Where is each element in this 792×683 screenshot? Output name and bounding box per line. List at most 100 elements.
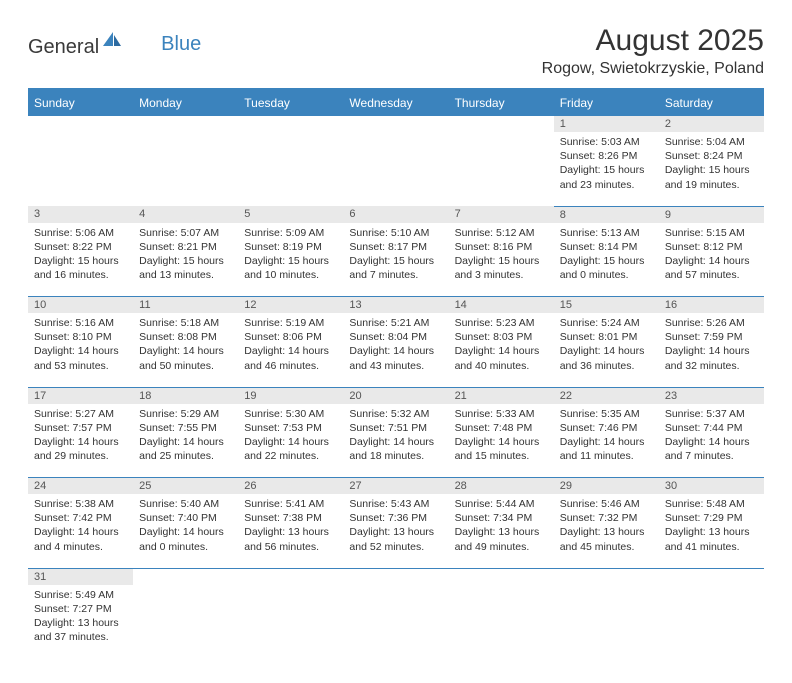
sunset-line: Sunset: 7:40 PM <box>139 511 232 525</box>
daynum-cell: 22 <box>554 387 659 404</box>
daynum-cell <box>28 116 133 132</box>
daynum-row: 17181920212223 <box>28 387 764 404</box>
daynum-cell <box>238 568 343 585</box>
location: Rogow, Swietokrzyskie, Poland <box>542 60 764 78</box>
empty-cell <box>554 585 659 659</box>
day-number: 29 <box>560 480 572 492</box>
day-number: 17 <box>34 390 46 402</box>
daynum-cell: 19 <box>238 387 343 404</box>
daynum-cell: 18 <box>133 387 238 404</box>
logo-text-blue: Blue <box>161 33 201 56</box>
daylight-line: Daylight: 14 hours and 32 minutes. <box>665 344 758 372</box>
week-row: Sunrise: 5:27 AMSunset: 7:57 PMDaylight:… <box>28 404 764 478</box>
daylight-line: Daylight: 14 hours and 7 minutes. <box>665 435 758 463</box>
daylight-line: Daylight: 14 hours and 4 minutes. <box>34 525 127 553</box>
sunrise-line: Sunrise: 5:33 AM <box>455 407 548 421</box>
day-cell: Sunrise: 5:29 AMSunset: 7:55 PMDaylight:… <box>133 404 238 478</box>
calendar-table: SundayMondayTuesdayWednesdayThursdayFrid… <box>28 88 764 659</box>
day-cell: Sunrise: 5:41 AMSunset: 7:38 PMDaylight:… <box>238 494 343 568</box>
daylight-line: Daylight: 14 hours and 0 minutes. <box>139 525 232 553</box>
daynum-cell: 10 <box>28 297 133 314</box>
daylight-line: Daylight: 14 hours and 29 minutes. <box>34 435 127 463</box>
day-number: 1 <box>560 118 566 130</box>
sunrise-line: Sunrise: 5:26 AM <box>665 316 758 330</box>
empty-cell <box>449 132 554 206</box>
daylight-line: Daylight: 14 hours and 53 minutes. <box>34 344 127 372</box>
day-cell: Sunrise: 5:18 AMSunset: 8:08 PMDaylight:… <box>133 313 238 387</box>
day-number: 23 <box>665 390 677 402</box>
sunset-line: Sunset: 8:19 PM <box>244 240 337 254</box>
daynum-row: 3456789 <box>28 206 764 223</box>
empty-cell <box>343 585 448 659</box>
daylight-line: Daylight: 13 hours and 49 minutes. <box>455 525 548 553</box>
daynum-cell <box>449 116 554 132</box>
sunset-line: Sunset: 7:53 PM <box>244 421 337 435</box>
daylight-line: Daylight: 14 hours and 46 minutes. <box>244 344 337 372</box>
daylight-line: Daylight: 15 hours and 23 minutes. <box>560 163 653 191</box>
sunrise-line: Sunrise: 5:37 AM <box>665 407 758 421</box>
day-cell: Sunrise: 5:06 AMSunset: 8:22 PMDaylight:… <box>28 223 133 297</box>
day-header: Saturday <box>659 89 764 116</box>
sunset-line: Sunset: 8:22 PM <box>34 240 127 254</box>
week-row: Sunrise: 5:06 AMSunset: 8:22 PMDaylight:… <box>28 223 764 297</box>
sunset-line: Sunset: 7:38 PM <box>244 511 337 525</box>
sunset-line: Sunset: 8:04 PM <box>349 330 442 344</box>
sunrise-line: Sunrise: 5:10 AM <box>349 226 442 240</box>
daynum-cell: 15 <box>554 297 659 314</box>
day-cell: Sunrise: 5:03 AMSunset: 8:26 PMDaylight:… <box>554 132 659 206</box>
day-header: Tuesday <box>238 89 343 116</box>
day-number: 9 <box>665 209 671 221</box>
daynum-cell: 7 <box>449 206 554 223</box>
day-number: 16 <box>665 299 677 311</box>
sunrise-line: Sunrise: 5:27 AM <box>34 407 127 421</box>
daynum-cell: 26 <box>238 478 343 495</box>
sunrise-line: Sunrise: 5:16 AM <box>34 316 127 330</box>
empty-cell <box>343 132 448 206</box>
sunrise-line: Sunrise: 5:07 AM <box>139 226 232 240</box>
day-number: 26 <box>244 480 256 492</box>
empty-cell <box>659 585 764 659</box>
day-cell: Sunrise: 5:19 AMSunset: 8:06 PMDaylight:… <box>238 313 343 387</box>
day-number: 6 <box>349 208 355 220</box>
daylight-line: Daylight: 13 hours and 41 minutes. <box>665 525 758 553</box>
sunrise-line: Sunrise: 5:18 AM <box>139 316 232 330</box>
sunrise-line: Sunrise: 5:40 AM <box>139 497 232 511</box>
day-cell: Sunrise: 5:43 AMSunset: 7:36 PMDaylight:… <box>343 494 448 568</box>
daynum-cell: 31 <box>28 568 133 585</box>
daylight-line: Daylight: 14 hours and 22 minutes. <box>244 435 337 463</box>
sunset-line: Sunset: 8:10 PM <box>34 330 127 344</box>
daynum-cell: 8 <box>554 206 659 223</box>
daylight-line: Daylight: 14 hours and 43 minutes. <box>349 344 442 372</box>
sunrise-line: Sunrise: 5:38 AM <box>34 497 127 511</box>
daynum-cell: 13 <box>343 297 448 314</box>
daynum-cell: 23 <box>659 387 764 404</box>
daylight-line: Daylight: 14 hours and 40 minutes. <box>455 344 548 372</box>
daylight-line: Daylight: 15 hours and 0 minutes. <box>560 254 653 282</box>
day-cell: Sunrise: 5:10 AMSunset: 8:17 PMDaylight:… <box>343 223 448 297</box>
sunrise-line: Sunrise: 5:23 AM <box>455 316 548 330</box>
week-row: Sunrise: 5:16 AMSunset: 8:10 PMDaylight:… <box>28 313 764 387</box>
day-number: 13 <box>349 299 361 311</box>
day-number: 8 <box>560 209 566 221</box>
sunset-line: Sunset: 8:26 PM <box>560 149 653 163</box>
day-number: 31 <box>34 571 46 583</box>
week-row: Sunrise: 5:49 AMSunset: 7:27 PMDaylight:… <box>28 585 764 659</box>
sunrise-line: Sunrise: 5:43 AM <box>349 497 442 511</box>
day-cell: Sunrise: 5:32 AMSunset: 7:51 PMDaylight:… <box>343 404 448 478</box>
day-cell: Sunrise: 5:16 AMSunset: 8:10 PMDaylight:… <box>28 313 133 387</box>
day-cell: Sunrise: 5:30 AMSunset: 7:53 PMDaylight:… <box>238 404 343 478</box>
sunrise-line: Sunrise: 5:21 AM <box>349 316 442 330</box>
day-header: Monday <box>133 89 238 116</box>
daylight-line: Daylight: 15 hours and 7 minutes. <box>349 254 442 282</box>
daynum-cell <box>343 116 448 132</box>
day-cell: Sunrise: 5:12 AMSunset: 8:16 PMDaylight:… <box>449 223 554 297</box>
day-number: 11 <box>139 299 150 311</box>
sunset-line: Sunset: 8:08 PM <box>139 330 232 344</box>
day-cell: Sunrise: 5:38 AMSunset: 7:42 PMDaylight:… <box>28 494 133 568</box>
daylight-line: Daylight: 13 hours and 56 minutes. <box>244 525 337 553</box>
day-cell: Sunrise: 5:09 AMSunset: 8:19 PMDaylight:… <box>238 223 343 297</box>
daylight-line: Daylight: 14 hours and 36 minutes. <box>560 344 653 372</box>
sunrise-line: Sunrise: 5:19 AM <box>244 316 337 330</box>
sunset-line: Sunset: 7:48 PM <box>455 421 548 435</box>
header: General Blue August 2025 Rogow, Swietokr… <box>28 24 764 78</box>
